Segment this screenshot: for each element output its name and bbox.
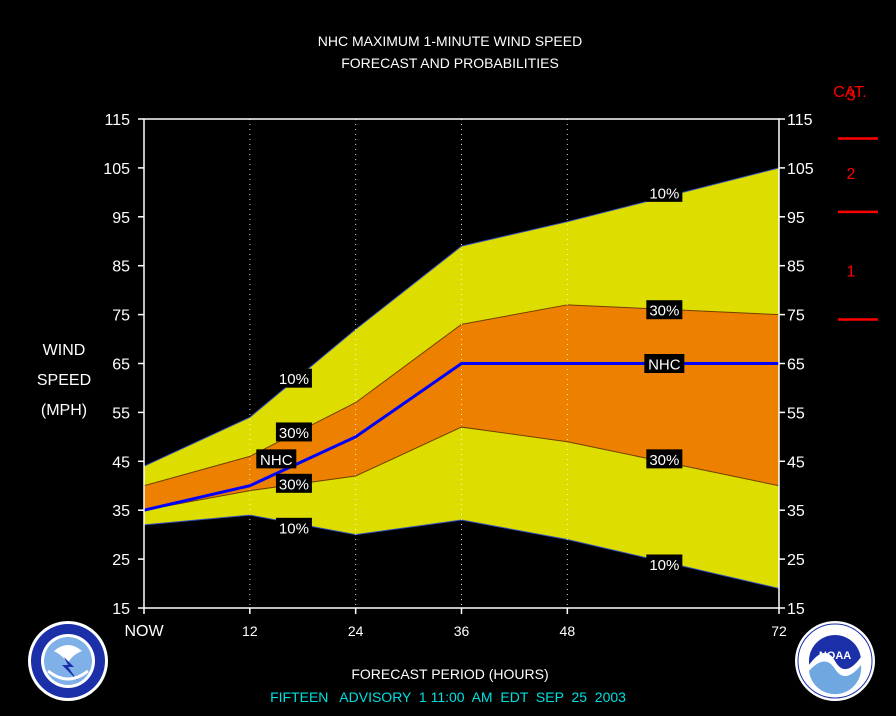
- y-tick-label-right: 15: [787, 601, 805, 618]
- noaa-logo-icon: NOAA: [795, 621, 875, 701]
- y-axis-label-line-1: WIND: [43, 342, 86, 359]
- y-tick-label-left: 15: [112, 601, 130, 618]
- x-tick-label: 72: [771, 623, 787, 639]
- category-header: CAT.: [833, 84, 866, 101]
- x-tick-label: 36: [454, 623, 470, 639]
- annotation-label: NHC: [260, 452, 293, 469]
- nhc-forecast-line-group: [143, 362, 779, 512]
- y-tick-label-left: 45: [112, 454, 130, 471]
- y-tick-label-right: 95: [787, 210, 805, 227]
- annotation-box: [256, 449, 297, 469]
- y-tick-label-right: 35: [787, 503, 805, 520]
- y-tick-label-right: 85: [787, 259, 805, 276]
- annotations: 10% 30% NHC 30% 10% 10% 30% NHC 30% 10%: [256, 182, 685, 574]
- y-tick-label-left: 85: [112, 259, 130, 276]
- y-tick-label-left: 105: [103, 161, 130, 178]
- x-tick-label: 12: [242, 623, 258, 639]
- chart-title: NHC MAXIMUM 1-MINUTE WIND SPEED: [318, 33, 582, 49]
- lower-10pct-edge: [143, 514, 780, 589]
- annotation-label: NHC: [648, 357, 681, 374]
- y-tick-label-right: 25: [787, 552, 805, 569]
- y-tick-label-left: 55: [112, 405, 130, 422]
- chart-subtitle: FORECAST AND PROBABILITIES: [341, 55, 559, 71]
- y-axis-label-line-2: SPEED: [37, 372, 91, 389]
- y-tick-label-left: 35: [112, 503, 130, 520]
- upper-30pct-edge: [143, 304, 780, 487]
- upper-10pct-edge: [143, 167, 780, 467]
- annotation-box: [275, 422, 312, 442]
- category-label: 3: [847, 88, 856, 105]
- y-tick-label-right: 115: [787, 112, 813, 129]
- y-tick-label-left: 25: [112, 552, 130, 569]
- annotation-box: [275, 517, 312, 537]
- annotation-box: [646, 449, 683, 469]
- y-axis-label-line-3: (MPH): [41, 402, 87, 419]
- y-tick-label-left: 75: [112, 308, 130, 325]
- x-tick-label: 24: [348, 623, 364, 639]
- annotation-box: [275, 473, 312, 493]
- category-scale: CAT. 3 2 1: [833, 84, 878, 321]
- annotation-box: [275, 368, 312, 388]
- annotation-box: [646, 554, 683, 574]
- y-tick-label-left: 95: [112, 210, 130, 227]
- annotation-box: [646, 300, 683, 320]
- annotation-label: 30%: [649, 452, 679, 469]
- y-tick-label-right: 55: [787, 405, 805, 422]
- annotation-label: 10%: [279, 520, 309, 537]
- annotation-label: 10%: [279, 371, 309, 388]
- y-tick-label-right: 105: [787, 161, 814, 178]
- y-tick-label-right: 65: [787, 357, 805, 374]
- nhc-forecast-line: [143, 362, 779, 512]
- y-tick-label-left: 115: [104, 112, 130, 129]
- y-tick-label-left: 65: [112, 357, 130, 374]
- noaa-logo-text: NOAA: [819, 650, 851, 662]
- y-tick-label-right: 75: [787, 308, 805, 325]
- advisory-footer: FIFTEEN ADVISORY 1 11:00 AM EDT SEP 25 2…: [270, 689, 626, 705]
- x-axis-label: FORECAST PERIOD (HOURS): [351, 666, 548, 682]
- x-tick-label: 48: [560, 623, 576, 639]
- x-tick-label: NOW: [124, 623, 164, 640]
- y-axis-ticks: 15 15 25 25 35 35 45 45 55 55 65 65 75 75 85 85 95 95 105 1…: [103, 112, 814, 618]
- category-label: 2: [847, 166, 856, 183]
- annotation-label: 10%: [649, 185, 679, 202]
- nws-logo-icon: [28, 621, 108, 701]
- lower-30pct-edge: [143, 426, 780, 511]
- annotation-label: 30%: [279, 476, 309, 493]
- y-tick-label-right: 45: [787, 454, 805, 471]
- annotation-label: 30%: [649, 303, 679, 320]
- annotation-label: 10%: [649, 557, 679, 574]
- x-axis-ticks: NOW 12 24 36 48 72: [124, 608, 787, 640]
- inner-band-30pct: [144, 304, 779, 511]
- annotation-label: 30%: [279, 425, 309, 442]
- annotation-box: [646, 182, 683, 202]
- annotation-box: [644, 354, 685, 373]
- category-label: 1: [847, 264, 856, 281]
